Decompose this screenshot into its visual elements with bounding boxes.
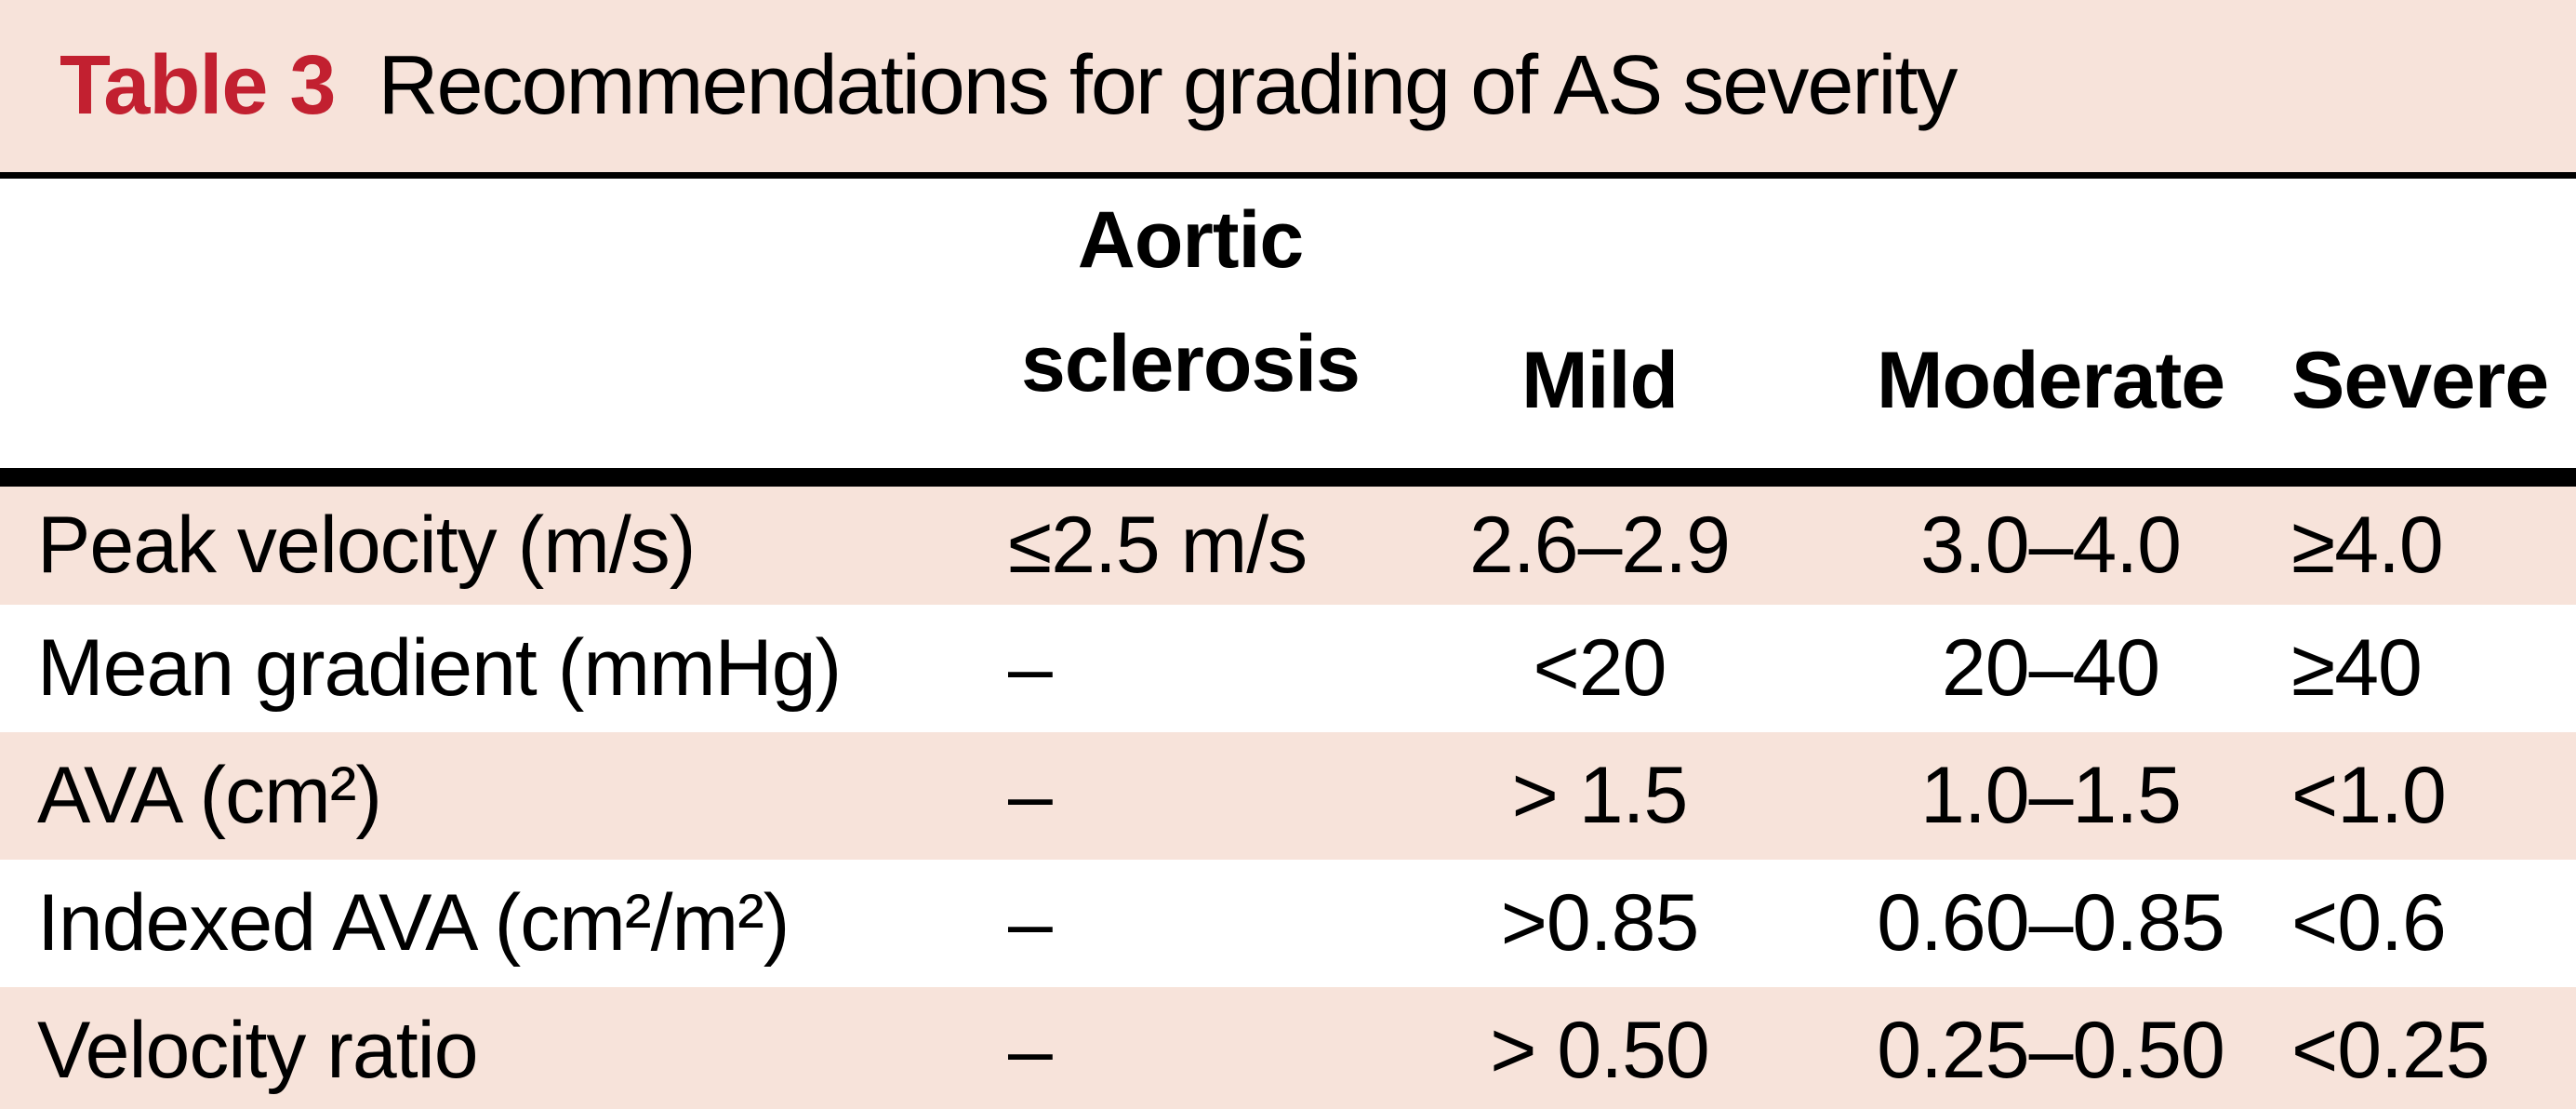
aortic-sclerosis-cell: – — [1008, 877, 1053, 968]
table-title: Recommendations for grading of AS severi… — [378, 39, 1958, 132]
table-header: Aortic sclerosis Mild Moderate Severe — [0, 179, 2576, 477]
table-row-ava: AVA (cm²) – > 1.5 1.0–1.5 <1.0 — [0, 731, 2576, 860]
header-aortic-sclerosis-line1: Aortic — [1077, 195, 1304, 285]
table-number-label: Table 3 — [60, 39, 336, 132]
moderate-cell: 20–40 — [1941, 622, 2160, 713]
aortic-sclerosis-cell: – — [1008, 1005, 1053, 1095]
table-row-peak-velocity: Peak velocity (m/s) ≤2.5 m/s 2.6–2.9 3.0… — [0, 476, 2576, 605]
parameter-cell: Peak velocity (m/s) — [37, 500, 696, 590]
severe-cell: <0.25 — [2291, 1005, 2490, 1095]
severe-cell: <1.0 — [2291, 750, 2447, 840]
moderate-cell: 1.0–1.5 — [1920, 750, 2182, 840]
moderate-cell: 0.60–0.85 — [1877, 877, 2225, 968]
mild-cell: > 1.5 — [1511, 750, 1689, 840]
header-mild: Mild — [1376, 179, 1823, 477]
parameter-cell: Indexed AVA (cm²/m²) — [37, 877, 790, 968]
mild-cell: <20 — [1533, 622, 1667, 713]
severe-cell: ≥40 — [2291, 622, 2423, 713]
mild-cell: 2.6–2.9 — [1469, 500, 1731, 590]
table-body: Peak velocity (m/s) ≤2.5 m/s 2.6–2.9 3.0… — [0, 476, 2576, 1109]
header-aortic-sclerosis: Aortic sclerosis — [1004, 179, 1376, 477]
parameter-cell: AVA (cm²) — [37, 750, 382, 840]
header-row: Aortic sclerosis Mild Moderate Severe — [0, 179, 2576, 477]
aortic-sclerosis-cell: ≤2.5 m/s — [1008, 500, 1308, 590]
severe-cell: <0.6 — [2291, 877, 2447, 968]
moderate-cell: 0.25–0.50 — [1877, 1005, 2225, 1095]
table-row-mean-gradient: Mean gradient (mmHg) – <20 20–40 ≥40 — [0, 604, 2576, 732]
as-severity-grading-table: Aortic sclerosis Mild Moderate Severe Pe… — [0, 179, 2576, 1109]
table-title-band: Table 3 Recommendations for grading of A… — [0, 0, 2576, 179]
header-parameter-blank — [0, 179, 1004, 477]
header-aortic-sclerosis-line2: sclerosis — [1021, 319, 1361, 409]
aortic-sclerosis-cell: – — [1008, 622, 1053, 713]
table-row-indexed-ava: Indexed AVA (cm²/m²) – >0.85 0.60–0.85 <… — [0, 859, 2576, 987]
parameter-cell: Velocity ratio — [37, 1005, 479, 1095]
mild-cell: > 0.50 — [1490, 1005, 1710, 1095]
parameter-cell: Mean gradient (mmHg) — [37, 622, 842, 713]
table-row-velocity-ratio: Velocity ratio – > 0.50 0.25–0.50 <0.25 — [0, 986, 2576, 1109]
moderate-cell: 3.0–4.0 — [1920, 500, 2182, 590]
mild-cell: >0.85 — [1500, 877, 1700, 968]
header-moderate: Moderate — [1823, 179, 2278, 477]
header-severe: Severe — [2278, 179, 2576, 477]
aortic-sclerosis-cell: – — [1008, 750, 1053, 840]
severe-cell: ≥4.0 — [2291, 500, 2444, 590]
